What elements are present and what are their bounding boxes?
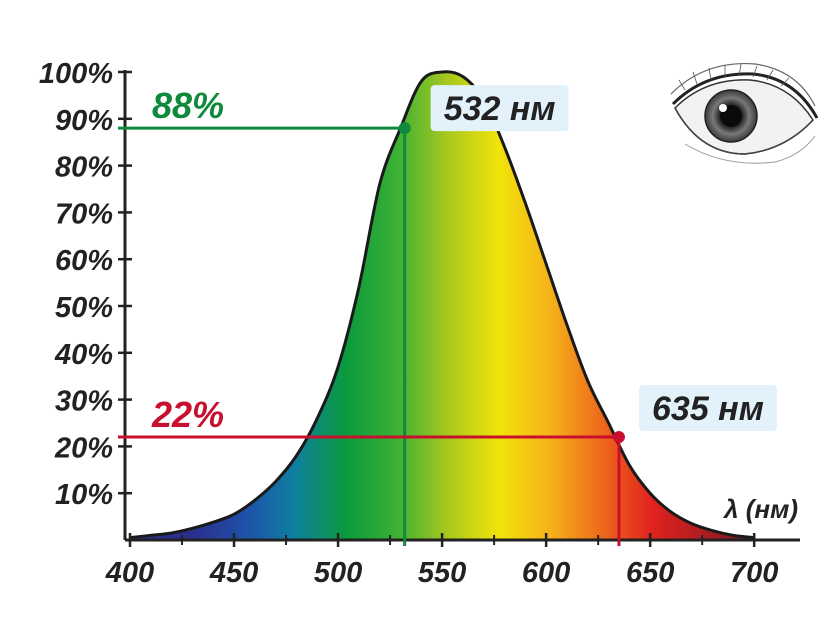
y-tick-label: 70%: [55, 198, 113, 230]
y-tick-label: 90%: [55, 105, 113, 137]
x-axis: 400 450 500 550 600 650 700: [105, 533, 800, 589]
y-tick-label: 50%: [55, 292, 113, 324]
y-tick-label: 20%: [54, 432, 113, 464]
y-tick-label: 100%: [39, 58, 113, 90]
annotation-point: [612, 431, 625, 444]
y-axis: 10% 20% 30% 40% 50% 60% 70% 80% 90% 100%: [39, 58, 132, 540]
y-tick-label: 10%: [55, 479, 113, 511]
x-tick-label: 500: [314, 557, 362, 589]
y-tick-label: 40%: [54, 339, 113, 371]
annotations: 88% 532 нм 22% 635 нм: [118, 85, 777, 546]
annotation-label-box: [638, 385, 777, 432]
sensitivity-curve-line: [129, 70, 755, 540]
spectrum-fill: [130, 71, 755, 540]
annotation-wavelength-label: 532 нм: [444, 90, 556, 128]
x-tick-label: 450: [209, 557, 258, 589]
x-tick-label: 650: [626, 557, 674, 589]
annotation-percent-label: 88%: [152, 85, 224, 126]
annotation-wavelength-label: 635 нм: [652, 390, 764, 428]
annotation-label-box: [430, 85, 569, 132]
x-tick-label: 550: [418, 557, 466, 589]
annotation-532: 88% 532 нм: [118, 85, 569, 546]
sensitivity-curve-area: [130, 71, 755, 540]
y-tick-label: 30%: [55, 386, 113, 418]
y-tick-label: 80%: [55, 152, 113, 184]
x-axis-label: λ (нм): [722, 494, 798, 524]
annotation-635: 22% 635 нм: [118, 385, 777, 546]
x-tick-label: 700: [730, 557, 778, 589]
x-tick-label: 400: [105, 557, 154, 589]
y-tick-label: 60%: [55, 245, 113, 277]
annotation-point: [398, 122, 411, 135]
annotation-percent-label: 22%: [151, 394, 224, 435]
eye-icon: [670, 62, 819, 164]
x-tick-label: 600: [522, 557, 570, 589]
